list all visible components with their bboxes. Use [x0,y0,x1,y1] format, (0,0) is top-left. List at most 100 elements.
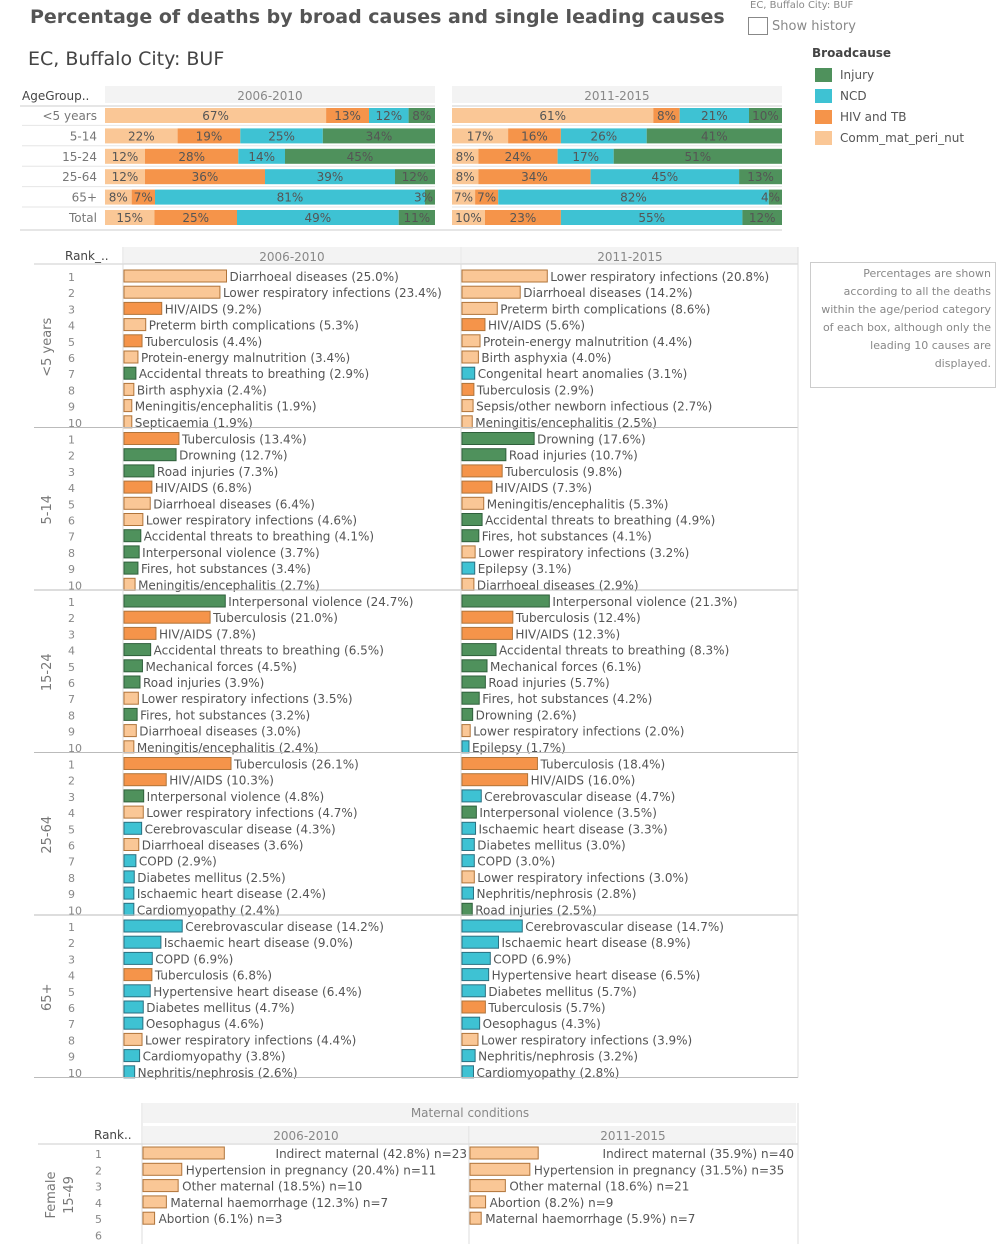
rank-number: 2 [68,612,75,625]
cause-bar [461,626,513,640]
cause-label: Interpersonal violence (21.3%) [552,595,737,609]
rank-number: 10 [68,1067,82,1080]
cause-bar [461,610,514,624]
cause-bar [461,594,550,608]
maternal-label: Hypertension in pregnancy (20.4%) n=11 [186,1163,436,1177]
cause-bar [461,968,490,982]
maternal-bar [142,1162,183,1176]
legend-swatch [815,88,832,103]
cause-label: Lower respiratory infections (23.4%) [223,286,442,300]
cause-label: Road injuries (7.3%) [157,465,278,479]
cause-bar [123,659,143,673]
segment-label: 61% [539,109,566,123]
stacked-segment-hiv [478,148,558,164]
age-group-label: 15-24 [62,150,97,164]
cause-label: Cardiomyopathy (2.8%) [476,1066,619,1080]
segment-label: 45% [347,150,374,164]
segment-label: 12% [112,150,139,164]
legend-item-injury[interactable]: Injury [812,64,964,85]
rank-number: 6 [68,840,75,853]
segment-label: 10% [455,211,482,225]
cause-label: Accidental threats to breathing (2.9%) [139,367,369,381]
cause-bar [461,545,476,559]
stacked-segment-hiv [177,128,241,144]
cause-label: HIV/AIDS (16.0%) [531,774,636,788]
rank-number: 5 [68,986,75,999]
rank-number: 4 [68,645,75,658]
age-group-label: Total [68,211,97,225]
stacked-segment-comm [452,128,509,144]
stacked-segment-comm [452,169,479,185]
cause-bar [461,285,521,299]
maternal-label: Abortion (6.1%) n=3 [159,1212,283,1226]
rank-number: 7 [68,531,75,544]
cause-label: Interpersonal violence (3.5%) [479,806,657,820]
stacked-segment-hiv [485,210,561,225]
rank-number: 10 [68,417,82,430]
maternal-bar [469,1146,539,1160]
cause-bar [461,902,473,916]
stacked-segment-injury [739,169,782,185]
age-group-label: 65+ [40,984,55,1011]
cause-label: Epilepsy (1.7%) [472,741,566,755]
cause-bar [123,675,141,689]
cause-label: Tuberculosis (26.1%) [233,758,359,772]
cause-bar [461,984,486,998]
maternal-label: Indirect maternal (35.9%) n=40 [603,1147,794,1161]
cause-bar [461,773,529,787]
segment-label: 67% [202,109,229,123]
maternal-bar [142,1195,167,1209]
legend-item-comm[interactable]: Comm_mat_peri_nut [812,127,964,148]
cause-bar [123,1065,136,1079]
cause-label: Ischaemic heart disease (2.4%) [137,887,326,901]
cause-bar [461,805,477,819]
cause-label: COPD (6.9%) [493,952,571,966]
stacked-segment-comm [105,189,132,205]
cause-label: Oesophagus (4.6%) [146,1017,264,1031]
segment-label: 24% [505,150,532,164]
cause-label: Tuberculosis (4.4%) [144,335,262,349]
rank-number: 2 [68,287,75,300]
legend-item-hiv-tb[interactable]: HIV and TB [812,106,964,127]
cause-label: Tuberculosis (5.7%) [487,1001,605,1015]
cause-label: Tuberculosis (6.8%) [154,969,272,983]
show-history-toggle[interactable]: Show history [748,17,856,35]
stacked-segment-injury [613,148,782,164]
rank-number: 5 [68,336,75,349]
stacked-segment-injury [768,189,782,205]
row-header: Rank_.. [65,249,109,263]
segment-label: 10% [752,109,779,123]
segment-label: 55% [638,211,665,225]
cause-bar [123,789,145,803]
cause-label: Road injuries (10.7%) [509,449,638,463]
cause-bar [461,350,479,364]
cause-bar [461,1000,486,1014]
segment-label: 11% [404,211,431,225]
legend-item-ncd[interactable]: NCD [812,85,964,106]
cause-label: Cerebrovascular disease (14.7%) [525,920,724,934]
cause-bar [461,643,497,657]
cause-label: HIV/AIDS (5.6%) [488,319,585,333]
show-history-checkbox[interactable] [748,17,768,35]
segment-label: 34% [521,170,548,184]
stacked-segment-hiv [508,128,561,144]
period-header-bg [462,247,798,264]
cause-bar [461,838,475,851]
cause-bar [123,1000,144,1014]
legend-title: Broadcause [812,46,892,60]
period-header: 2006-2010 [237,89,302,103]
cause-bar [123,854,137,868]
stacked-segment-injury [646,128,782,144]
cause-label: Mechanical forces (4.5%) [145,660,296,674]
period-header: 2011-2015 [584,89,649,103]
segment-label: 21% [701,109,728,123]
cause-label: Lower respiratory infections (3.2%) [478,546,689,560]
cause-label: Protein-energy malnutrition (4.4%) [483,335,692,349]
cause-bar [123,626,157,640]
cause-bar [123,724,137,738]
maternal-bar [469,1179,506,1193]
stacked-segment-comm [105,210,155,225]
stacked-segment-injury [398,210,435,225]
rank-number: 2 [95,1164,102,1177]
segment-label: 15% [116,211,143,225]
